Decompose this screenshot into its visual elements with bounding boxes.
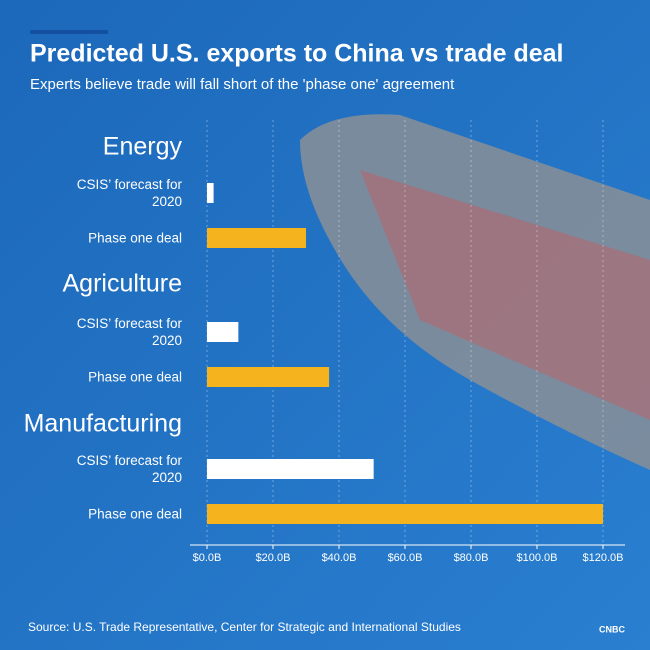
x-tick-label: $80.0B [454,552,489,564]
bar [207,228,306,248]
x-tick-label: $120.0B [583,552,624,564]
x-tick-label: $40.0B [322,552,357,564]
chart-title: Predicted U.S. exports to China vs trade… [30,40,563,68]
bar [207,504,603,524]
logo: CNBC [599,624,625,634]
bar [207,183,214,203]
accent-line [30,30,108,34]
x-tick-label: $100.0B [517,552,558,564]
category-label: Phase one deal [88,369,182,385]
category-label: Phase one deal [88,230,182,246]
x-tick-label: $20.0B [256,552,291,564]
group-label: Energy [103,133,183,161]
x-tick-label: $60.0B [388,552,423,564]
group-label: Manufacturing [24,410,182,438]
category-label: CSIS’ forecast for 2020 [76,177,182,209]
category-label: CSIS’ forecast for 2020 [76,316,182,348]
bar [207,322,239,342]
containers [360,170,650,420]
source: Source: U.S. Trade Representative, Cente… [28,620,461,634]
subtitle: Experts believe trade will fall short of… [30,76,455,93]
bar [207,367,330,387]
bar [207,459,374,479]
x-tick-label: $0.0B [193,552,222,564]
group-label: Agriculture [63,270,183,298]
category-label: Phase one deal [88,506,182,522]
category-label: CSIS’ forecast for 2020 [76,453,182,485]
